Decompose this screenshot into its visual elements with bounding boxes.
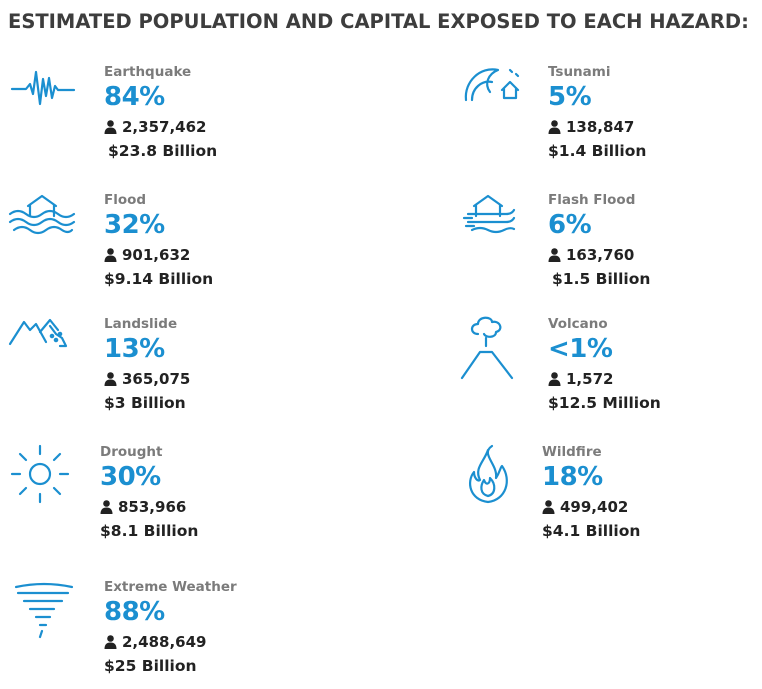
hazard-capital: $8.1 Billion bbox=[100, 522, 199, 540]
hazard-name: Drought bbox=[100, 444, 163, 460]
person-icon bbox=[548, 372, 561, 386]
hazard-earthquake: Earthquake 84% 2,357,462 $23.8 Billion bbox=[8, 64, 308, 174]
hazard-population: 2,357,462 bbox=[104, 118, 206, 136]
wave-house-icon bbox=[452, 64, 522, 134]
person-icon bbox=[104, 635, 117, 649]
population-value: 853,966 bbox=[118, 498, 187, 516]
tornado-icon bbox=[8, 579, 78, 649]
hazard-percent: 13% bbox=[104, 334, 165, 364]
hazard-population: 901,632 bbox=[104, 246, 190, 264]
flash-flood-house-icon bbox=[452, 192, 522, 262]
population-value: 499,402 bbox=[560, 498, 629, 516]
hazard-capital: $3 Billion bbox=[104, 394, 186, 412]
hazard-population: 365,075 bbox=[104, 370, 190, 388]
population-value: 1,572 bbox=[566, 370, 614, 388]
person-icon bbox=[548, 120, 561, 134]
population-value: 2,357,462 bbox=[122, 118, 207, 136]
hazard-name: Wildfire bbox=[542, 444, 602, 460]
population-value: 163,760 bbox=[566, 246, 635, 264]
hazard-population: 2,488,649 bbox=[104, 633, 206, 651]
person-icon bbox=[548, 248, 561, 262]
hazard-flash-flood: Flash Flood 6% 163,760 $1.5 Billion bbox=[452, 192, 752, 302]
hazard-population: 163,760 bbox=[548, 246, 634, 264]
hazard-wildfire: Wildfire 18% 499,402 $4.1 Billion bbox=[446, 444, 746, 554]
person-icon bbox=[542, 500, 555, 514]
hazard-capital: $23.8 Billion bbox=[108, 142, 218, 160]
hazard-volcano: Volcano <1% 1,572 $12.5 Million bbox=[452, 316, 752, 426]
landslide-icon bbox=[8, 316, 78, 386]
hazard-flood: Flood 32% 901,632 $9.14 Billion bbox=[8, 192, 308, 302]
hazard-population: 499,402 bbox=[542, 498, 628, 516]
hazard-name: Tsunami bbox=[548, 64, 611, 80]
person-icon bbox=[104, 248, 117, 262]
hazard-extreme-weather: Extreme Weather 88% 2,488,649 $25 Billio… bbox=[8, 579, 308, 689]
hazard-percent: 32% bbox=[104, 210, 165, 240]
population-value: 901,632 bbox=[122, 246, 191, 264]
sun-icon bbox=[4, 444, 74, 514]
hazard-population: 138,847 bbox=[548, 118, 634, 136]
volcano-icon bbox=[452, 316, 522, 386]
hazard-name: Volcano bbox=[548, 316, 608, 332]
hazard-name: Landslide bbox=[104, 316, 178, 332]
hazard-percent: 84% bbox=[104, 82, 165, 112]
hazard-name: Flood bbox=[104, 192, 147, 208]
hazard-percent: 5% bbox=[548, 82, 592, 112]
hazard-percent: 30% bbox=[100, 462, 161, 492]
hazard-capital: $1.5 Billion bbox=[552, 270, 651, 288]
seismograph-icon bbox=[8, 64, 78, 134]
hazard-name: Extreme Weather bbox=[104, 579, 237, 595]
hazard-percent: 18% bbox=[542, 462, 603, 492]
hazard-percent: 88% bbox=[104, 597, 165, 627]
population-value: 365,075 bbox=[122, 370, 191, 388]
hazard-population: 1,572 bbox=[548, 370, 613, 388]
hazard-percent: <1% bbox=[548, 334, 613, 364]
hazard-name: Earthquake bbox=[104, 64, 192, 80]
page-title: ESTIMATED POPULATION AND CAPITAL EXPOSED… bbox=[8, 10, 749, 33]
hazard-capital: $12.5 Million bbox=[548, 394, 661, 412]
population-value: 2,488,649 bbox=[122, 633, 207, 651]
hazard-capital: $9.14 Billion bbox=[104, 270, 214, 288]
person-icon bbox=[104, 372, 117, 386]
hazard-capital: $1.4 Billion bbox=[548, 142, 647, 160]
hazard-tsunami: Tsunami 5% 138,847 $1.4 Billion bbox=[452, 64, 752, 174]
population-value: 138,847 bbox=[566, 118, 635, 136]
hazard-percent: 6% bbox=[548, 210, 592, 240]
hazard-landslide: Landslide 13% 365,075 $3 Billion bbox=[8, 316, 308, 426]
hazard-capital: $4.1 Billion bbox=[542, 522, 641, 540]
flame-icon bbox=[446, 444, 516, 514]
person-icon bbox=[104, 120, 117, 134]
hazard-population: 853,966 bbox=[100, 498, 186, 516]
person-icon bbox=[100, 500, 113, 514]
hazard-name: Flash Flood bbox=[548, 192, 636, 208]
flood-house-icon bbox=[8, 192, 78, 262]
hazard-drought: Drought 30% 853,966 $8.1 Billion bbox=[4, 444, 304, 554]
hazard-capital: $25 Billion bbox=[104, 657, 197, 675]
